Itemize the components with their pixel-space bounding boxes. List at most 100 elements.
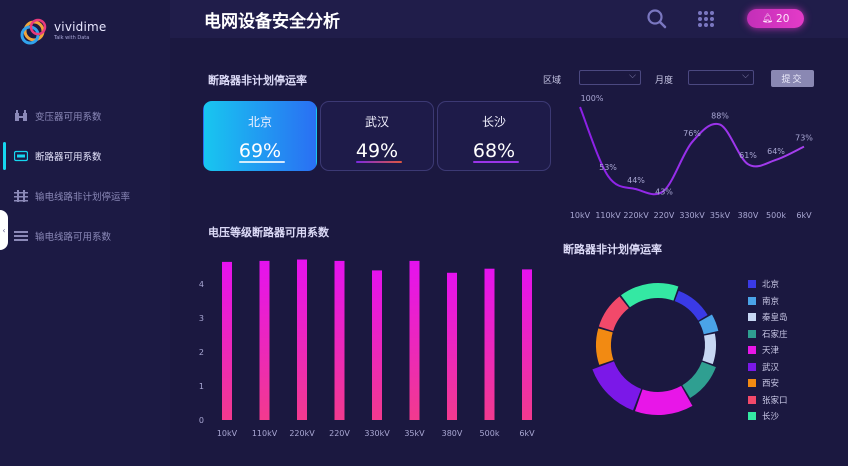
- line-data-label: 44%: [627, 176, 645, 185]
- legend-swatch: [748, 362, 756, 371]
- donut-slice: [598, 296, 629, 332]
- month-select[interactable]: ⌵: [688, 70, 754, 85]
- legend-label: 北京: [762, 280, 780, 291]
- legend-item[interactable]: 天津: [748, 342, 788, 359]
- donut-slice: [596, 328, 614, 365]
- line-x-tick: 500k: [766, 211, 786, 220]
- bar-y-tick: 3: [199, 314, 204, 323]
- logo-icon: [20, 18, 47, 45]
- sidebar-item-line-outage[interactable]: 输电线路非计划停运率: [0, 176, 170, 216]
- line-x-tick: 6kV: [796, 211, 812, 220]
- legend-swatch: [748, 395, 756, 404]
- line-x-tick: 10kV: [570, 211, 591, 220]
- page-title: 电网设备安全分析: [204, 12, 340, 32]
- logo: vividime Talk with Data: [20, 14, 140, 54]
- line-x-tick: 220kV: [623, 211, 649, 220]
- region-select[interactable]: ⌵: [579, 70, 641, 85]
- bar-x-tick: 380V: [442, 429, 463, 438]
- line-x-tick: 35kV: [710, 211, 731, 220]
- bar-x-tick: 10kV: [217, 429, 238, 438]
- bar-y-tick: 0: [199, 416, 204, 425]
- bar: [297, 259, 307, 420]
- city-card-changsha[interactable]: 长沙 68%: [437, 101, 551, 171]
- sidebar-item-label: 变压器可用系数: [35, 112, 102, 123]
- sidebar-item-line-availability[interactable]: 输电线路可用系数: [0, 216, 170, 256]
- line-data-label: 61%: [739, 151, 757, 160]
- app-grid-icon[interactable]: [697, 10, 715, 28]
- legend-label: 南京: [762, 296, 780, 307]
- bar-x-tick: 220kV: [289, 429, 315, 438]
- bar-y-tick: 2: [199, 348, 204, 357]
- sidebar-item-breaker[interactable]: 断路器可用系数: [0, 136, 170, 176]
- bar: [522, 269, 532, 420]
- donut-slice: [592, 361, 642, 411]
- notification-button[interactable]: 🔔︎ 20: [747, 9, 804, 28]
- bar: [372, 270, 382, 420]
- legend-swatch: [748, 379, 756, 388]
- bar-x-tick: 220V: [329, 429, 350, 438]
- card-underline: [473, 161, 519, 163]
- legend-item[interactable]: 西安: [748, 375, 788, 392]
- month-label: 月度: [655, 76, 674, 86]
- sidebar-item-label: 断路器可用系数: [35, 152, 102, 163]
- legend-item[interactable]: 长沙: [748, 408, 788, 425]
- legend-swatch: [748, 280, 756, 289]
- sidebar-item-transformer[interactable]: 变压器可用系数: [0, 96, 170, 136]
- breaker-icon: [14, 150, 28, 162]
- bar-x-tick: 110kV: [252, 429, 278, 438]
- bar-x-tick: 500k: [480, 429, 500, 438]
- legend-label: 张家口: [762, 395, 788, 406]
- legend-label: 西安: [762, 379, 780, 390]
- legend-swatch: [748, 313, 756, 322]
- line-outage-icon: [14, 190, 28, 202]
- card-value: 68%: [472, 140, 516, 162]
- legend-item[interactable]: 北京: [748, 276, 788, 293]
- legend-item[interactable]: 石家庄: [748, 326, 788, 343]
- card-city-name: 长沙: [481, 115, 506, 129]
- line-x-tick: 110kV: [595, 211, 621, 220]
- donut-slice: [698, 314, 719, 335]
- logo-text: vividime: [54, 20, 107, 34]
- bar-x-tick: 6kV: [519, 429, 535, 438]
- submit-button[interactable]: 提交: [771, 70, 814, 87]
- legend-label: 长沙: [762, 412, 780, 423]
- legend-swatch: [748, 329, 756, 338]
- city-card-wuhan[interactable]: 武汉 49%: [320, 101, 434, 171]
- legend-item[interactable]: 张家口: [748, 392, 788, 409]
- bar-x-tick: 330kV: [364, 429, 390, 438]
- voltage-bar-chart: 0 1 2 3 4 10kV 110kV 220kV 220V 330kV 35kV 380V 500k…: [199, 259, 535, 438]
- line-x-tick: 380V: [738, 211, 759, 220]
- sidebar-nav: 变压器可用系数 断路器可用系数 输电线路非计划停运率 输电线路可用系数: [0, 96, 170, 256]
- donut-slice: [674, 290, 708, 321]
- line-data-label: 53%: [599, 163, 617, 172]
- line-data-label: 100%: [581, 94, 604, 103]
- transformer-icon: [14, 110, 28, 122]
- line-x-tick: 330kV: [679, 211, 705, 220]
- notification-count: 20: [776, 12, 790, 25]
- card-value: 69%: [238, 140, 282, 162]
- bar: [259, 260, 270, 420]
- sidebar-collapse-handle[interactable]: ‹: [0, 210, 8, 250]
- donut-slice: [702, 333, 716, 365]
- outage-line-chart: 100% 10kV 53% 110kV 44% 220kV 43% 220V 76% 330kV 8…: [570, 94, 813, 220]
- search-icon[interactable]: [646, 8, 668, 30]
- legend-item[interactable]: 秦皇岛: [748, 309, 788, 326]
- outage-donut-chart: [592, 283, 719, 415]
- line-x-tick: 220V: [654, 211, 675, 220]
- card-city-name: 武汉: [364, 115, 389, 129]
- legend-label: 天津: [762, 346, 780, 357]
- logo-tagline: Talk with Data: [54, 35, 90, 41]
- legend-item[interactable]: 武汉: [748, 359, 788, 376]
- donut-slice: [620, 283, 679, 308]
- bar: [484, 268, 495, 420]
- chevron-down-icon: ⌵: [629, 71, 636, 81]
- chevron-down-icon: ⌵: [742, 71, 749, 81]
- card-underline: [356, 161, 402, 163]
- legend-swatch: [748, 412, 756, 421]
- bar: [447, 272, 457, 420]
- legend-item[interactable]: 南京: [748, 293, 788, 310]
- legend-swatch: [748, 296, 756, 305]
- legend-label: 武汉: [762, 362, 780, 373]
- line-data-label: 76%: [683, 129, 701, 138]
- city-card-beijing[interactable]: 北京 69%: [203, 101, 317, 171]
